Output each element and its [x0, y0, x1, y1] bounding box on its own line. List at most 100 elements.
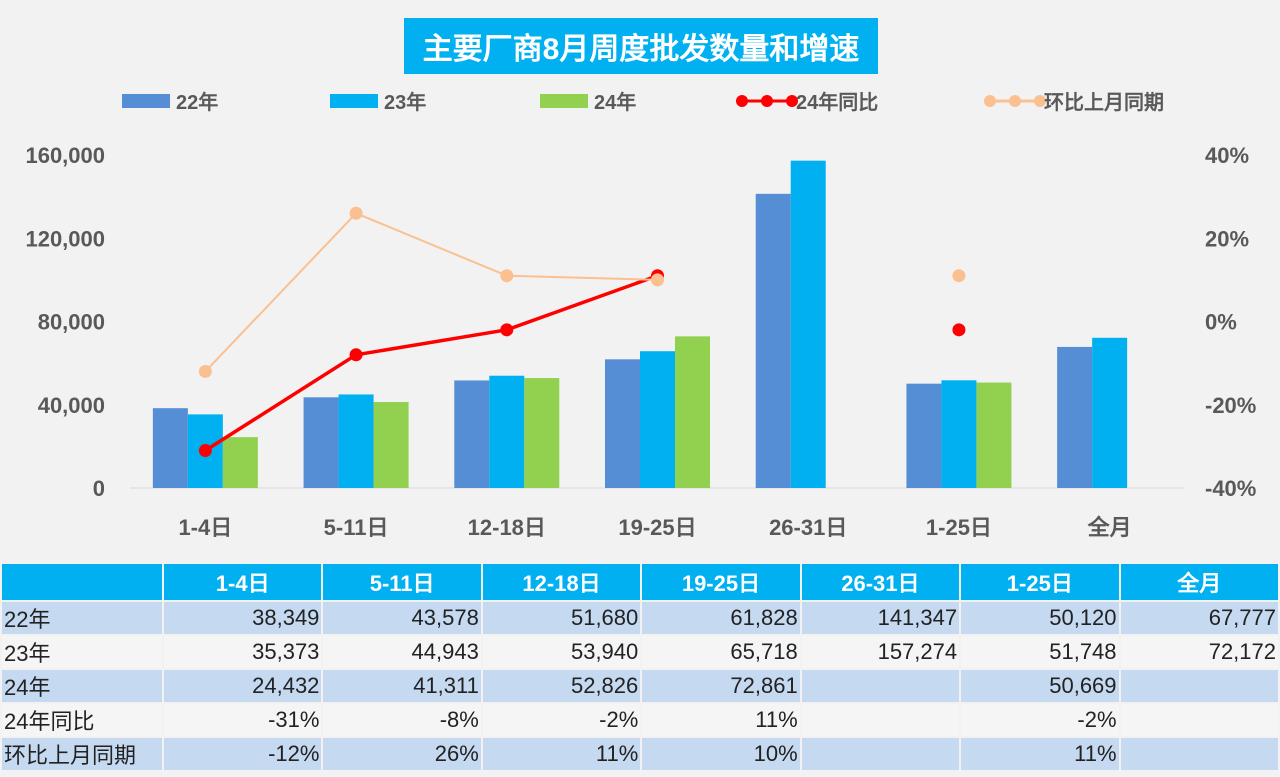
- data-table: 1-4日 5-11日 12-18日 19-25日 26-31日 1-25日 全月 22年 38,…: [0, 562, 1280, 772]
- table-row: 环比上月同期 -12% 26% 11% 10% 11%: [2, 738, 1278, 770]
- line-segment-环比上月同期: [204, 212, 357, 373]
- table-header-cell: 1-25日: [961, 564, 1119, 600]
- row-label: 24年同比: [2, 704, 162, 736]
- x-tick-label: 5-11日: [324, 515, 389, 540]
- table-cell: 38,349: [164, 602, 322, 634]
- y-right-tick-label: 20%: [1205, 226, 1249, 251]
- bar-22年-12-18日: [454, 380, 490, 488]
- bar-24年-19-25日: [675, 336, 710, 488]
- table-cell: 44,943: [323, 636, 481, 668]
- legend-label-24年: 24年: [594, 90, 636, 114]
- bar-22年-全月: [1057, 346, 1093, 488]
- legend-marker-24年同比: [736, 95, 748, 107]
- table-cell: 26%: [323, 738, 481, 770]
- bar-24年-5-11日: [373, 402, 409, 488]
- table-cell: -2%: [961, 704, 1119, 736]
- point-环比上月同期-12-18日: [500, 269, 514, 283]
- table-cell: 61,828: [642, 602, 800, 634]
- legend-swatch-23年: [330, 94, 378, 108]
- y-right-tick-label: 0%: [1205, 310, 1237, 335]
- bar-22年-1-4日: [152, 408, 188, 488]
- row-label: 环比上月同期: [2, 738, 162, 770]
- chart-title: 主要厂商8月周度批发数量和增速: [404, 18, 878, 74]
- point-24年同比-5-11日: [349, 348, 363, 362]
- point-环比上月同期-19-25日: [651, 273, 664, 287]
- table-cell: [801, 738, 960, 770]
- line-segment-环比上月同期: [355, 212, 508, 277]
- bar-24年-1-4日: [222, 437, 258, 488]
- table-header-cell: 全月: [1120, 564, 1278, 600]
- table-header-cell: [2, 564, 162, 600]
- table-header-cell: 19-25日: [642, 564, 800, 600]
- row-label: 22年: [2, 602, 162, 634]
- y-right-tick-label: -40%: [1205, 476, 1256, 501]
- table-cell: [1120, 738, 1278, 770]
- row-label: 24年: [2, 670, 162, 702]
- table-cell: 65,718: [642, 636, 800, 668]
- table-cell: [801, 670, 960, 702]
- table-cell: 72,861: [642, 670, 800, 702]
- table-row: 24年同比 -31% -8% -2% 11% -2%: [2, 704, 1278, 736]
- legend-swatch-24年: [540, 94, 588, 108]
- table-header-cell: 26-31日: [801, 564, 960, 600]
- x-tick-label: 19-25日: [618, 515, 696, 540]
- legend-label-23年: 23年: [384, 90, 426, 114]
- table-cell: [1120, 670, 1278, 702]
- table-cell: 10%: [642, 738, 800, 770]
- x-tick-label: 1-4日: [178, 515, 232, 540]
- table-header-cell: 5-11日: [323, 564, 481, 600]
- y-right-tick-label: 40%: [1205, 143, 1249, 168]
- y-left-tick-label: 120,000: [25, 226, 105, 251]
- bar-23年-12-18日: [489, 375, 525, 488]
- bar-24年-12-18日: [524, 378, 560, 488]
- table-cell: 11%: [961, 738, 1119, 770]
- bar-22年-5-11日: [303, 397, 339, 488]
- table-cell: 141,347: [801, 602, 960, 634]
- legend-marker-24年同比: [786, 95, 798, 107]
- table-cell: 53,940: [482, 636, 641, 668]
- table-cell: 50,120: [961, 602, 1119, 634]
- table-cell: [1120, 704, 1278, 736]
- table-cell: 41,311: [323, 670, 481, 702]
- legend-label-24年同比: 24年同比: [796, 90, 878, 114]
- legend-marker-环比上月同期: [1034, 95, 1046, 107]
- bar-23年-全月: [1092, 337, 1128, 488]
- table-cell: 50,669: [961, 670, 1119, 702]
- table-cell: 72,172: [1120, 636, 1278, 668]
- bar-23年-1-25日: [941, 380, 977, 488]
- point-24年同比-1-4日: [198, 444, 212, 458]
- point-环比上月同期-5-11日: [349, 206, 363, 220]
- bar-22年-26-31日: [755, 193, 791, 488]
- table-cell: 51,680: [482, 602, 641, 634]
- table-cell: 52,826: [482, 670, 641, 702]
- x-tick-label: 全月: [1087, 515, 1132, 540]
- table-cell: -8%: [323, 704, 481, 736]
- table-header-cell: 12-18日: [482, 564, 641, 600]
- bar-23年-19-25日: [640, 351, 675, 488]
- y-left-tick-label: 40,000: [38, 393, 105, 418]
- point-环比上月同期-1-25日: [952, 269, 966, 283]
- legend-swatch-22年: [122, 94, 170, 108]
- bar-22年-1-25日: [906, 383, 942, 488]
- point-环比上月同期-1-4日: [198, 364, 212, 378]
- y-left-tick-label: 160,000: [25, 143, 105, 168]
- line-segment-24年同比: [355, 328, 508, 357]
- chart: 0 40,000 80,000 120,000 160,000 -40% -20% 0% 20%…: [25, 90, 1256, 540]
- table-cell: 24,432: [164, 670, 322, 702]
- table-cell: -12%: [164, 738, 322, 770]
- y-left-tick-label: 80,000: [38, 310, 105, 335]
- table-cell: 35,373: [164, 636, 322, 668]
- point-24年同比-12-18日: [500, 323, 514, 337]
- table-cell: 157,274: [801, 636, 960, 668]
- x-tick-label: 26-31日: [769, 515, 847, 540]
- line-segment-24年同比: [204, 353, 358, 453]
- legend-label-22年: 22年: [176, 90, 218, 114]
- table-cell: 11%: [482, 738, 641, 770]
- table-cell: 67,777: [1120, 602, 1278, 634]
- bar-24年-1-25日: [976, 382, 1012, 488]
- table-cell: 43,578: [323, 602, 481, 634]
- legend-label-环比上月同期: 环比上月同期: [1044, 91, 1164, 114]
- table-header-cell: 1-4日: [164, 564, 322, 600]
- x-tick-label: 1-25日: [926, 515, 992, 540]
- table-cell: -31%: [164, 704, 322, 736]
